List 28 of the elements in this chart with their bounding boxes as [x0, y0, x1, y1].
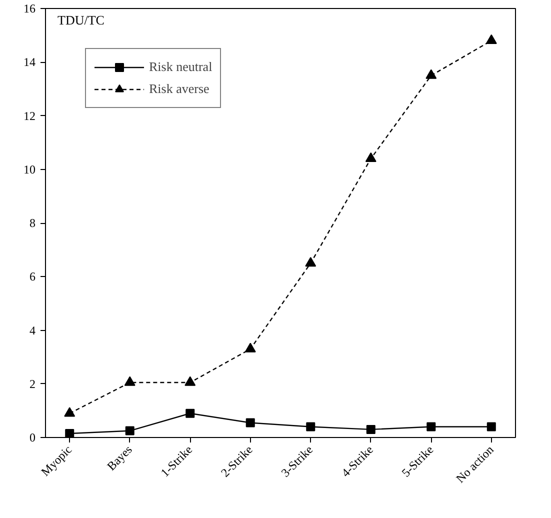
point [246, 418, 255, 428]
y-tick-label: 10 [24, 162, 36, 176]
y-tick-label: 6 [30, 270, 36, 284]
point [184, 376, 196, 386]
y-tick-label: 16 [24, 2, 36, 16]
legend-label: Risk averse [149, 81, 210, 97]
point [365, 152, 376, 162]
point [426, 422, 436, 432]
point [244, 342, 256, 352]
legend-label: Risk neutral [149, 59, 212, 75]
y-tick-label: 14 [24, 55, 36, 70]
point [186, 408, 195, 418]
point [124, 376, 136, 386]
point [486, 422, 496, 432]
point [125, 426, 134, 436]
y-tick-label: 4 [30, 323, 36, 338]
point [305, 256, 316, 267]
point [486, 34, 497, 44]
y-axis-title: TDU/TC [58, 12, 104, 28]
y-tick-label: 2 [30, 376, 36, 391]
point [306, 422, 316, 432]
point [64, 407, 76, 417]
point [426, 69, 437, 79]
point [65, 428, 74, 438]
point [366, 424, 376, 434]
y-tick-label: 0 [30, 430, 36, 444]
y-tick-label: 8 [30, 216, 36, 230]
y-tick-label: 12 [24, 108, 36, 123]
